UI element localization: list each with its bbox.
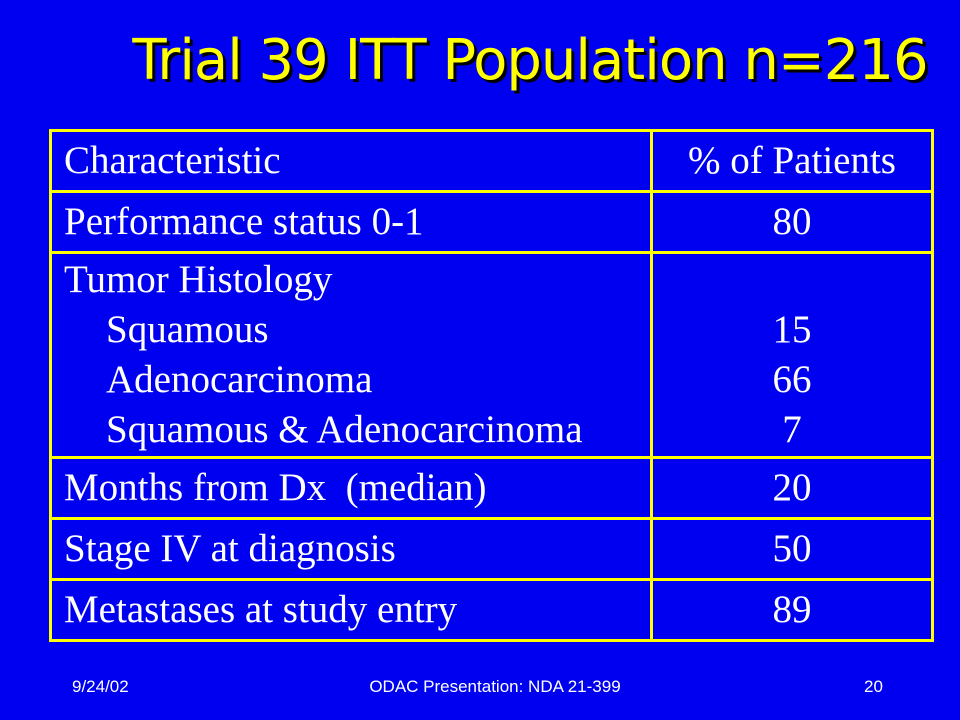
row-label-stage-iv: Stage IV at diagnosis bbox=[49, 517, 653, 581]
table-row: Metastases at study entry 89 bbox=[49, 578, 934, 642]
slide-title: Trial 39 ITT Population n=216 bbox=[132, 28, 928, 93]
footer-date: 9/24/02 bbox=[72, 677, 129, 696]
row-value-performance-status: 80 bbox=[650, 190, 934, 254]
row-label-performance-status: Performance status 0-1 bbox=[49, 190, 653, 254]
row-label-months-from-dx: Months from Dx (median) bbox=[49, 456, 653, 520]
characteristics-table: Characteristic % of Patients Performance… bbox=[49, 129, 934, 642]
row-label-metastases: Metastases at study entry bbox=[49, 578, 653, 642]
histology-heading: Tumor Histology bbox=[64, 258, 333, 301]
histology-values: 15 66 7 bbox=[650, 251, 934, 459]
histology-heading-spacer bbox=[653, 255, 931, 305]
histology-labels: Tumor Histology Squamous Adenocarcinoma … bbox=[49, 251, 653, 459]
table-header-row: Characteristic % of Patients bbox=[49, 129, 934, 193]
footer-presentation-title: ODAC Presentation: NDA 21-399 bbox=[369, 677, 621, 696]
table-row: Performance status 0-1 80 bbox=[49, 190, 934, 254]
table-row: Months from Dx (median) 20 bbox=[49, 456, 934, 520]
row-value-stage-iv: 50 bbox=[650, 517, 934, 581]
histology-item-squamous: Squamous bbox=[106, 308, 269, 351]
histology-value-squamous: 15 bbox=[772, 308, 812, 351]
header-percent-patients: % of Patients bbox=[650, 129, 934, 193]
row-value-months-from-dx: 20 bbox=[650, 456, 934, 520]
table-row: Stage IV at diagnosis 50 bbox=[49, 517, 934, 581]
histology-item-squamous-adeno: Squamous & Adenocarcinoma bbox=[106, 408, 583, 451]
row-value-metastases: 89 bbox=[650, 578, 934, 642]
histology-value-squamous-adeno: 7 bbox=[782, 408, 802, 451]
footer-page-number: 20 bbox=[864, 677, 883, 696]
histology-value-adenocarcinoma: 66 bbox=[772, 358, 812, 401]
header-characteristic: Characteristic bbox=[49, 129, 653, 193]
histology-item-adenocarcinoma: Adenocarcinoma bbox=[106, 358, 373, 401]
table-row-histology: Tumor Histology Squamous Adenocarcinoma … bbox=[49, 251, 934, 459]
